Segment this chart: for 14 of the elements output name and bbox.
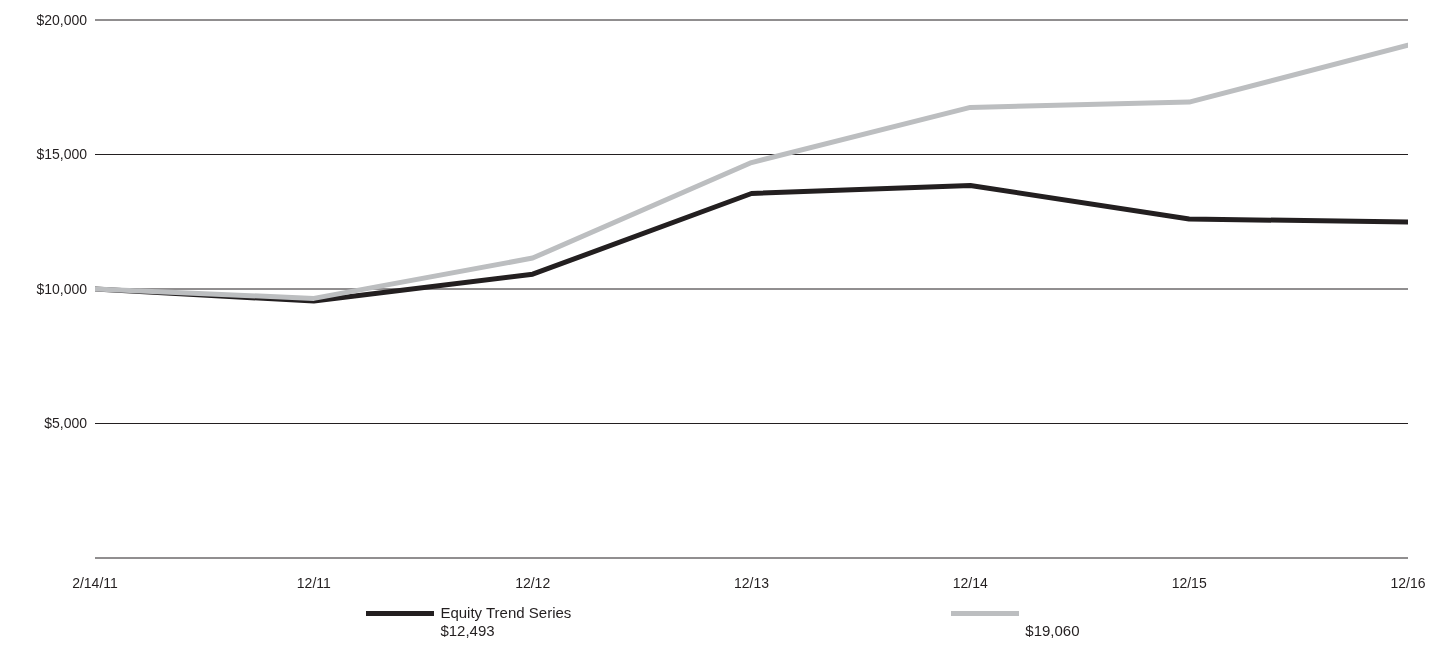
y-tick-label: $15,000 bbox=[36, 146, 88, 163]
text: $19,060 bbox=[1025, 622, 1080, 639]
y-tick-label: $5,000 bbox=[44, 415, 88, 432]
x-tick-label: 12/14 bbox=[952, 574, 989, 591]
legend-label: Equity Trend Series bbox=[440, 604, 572, 621]
y-tick-label: $10,000 bbox=[36, 280, 88, 297]
text: $12,493 bbox=[440, 622, 496, 639]
x-tick-label: 12/16 bbox=[1390, 574, 1426, 591]
x-tick-label: 2/14/11 bbox=[72, 574, 119, 591]
x-tick-label: 12/12 bbox=[515, 574, 551, 591]
y-tick-label: $20,000 bbox=[36, 11, 88, 28]
x-tick-label: 12/15 bbox=[1171, 574, 1207, 591]
x-tick-label: 12/11 bbox=[296, 574, 332, 591]
x-tick-label: 12/13 bbox=[733, 574, 770, 591]
